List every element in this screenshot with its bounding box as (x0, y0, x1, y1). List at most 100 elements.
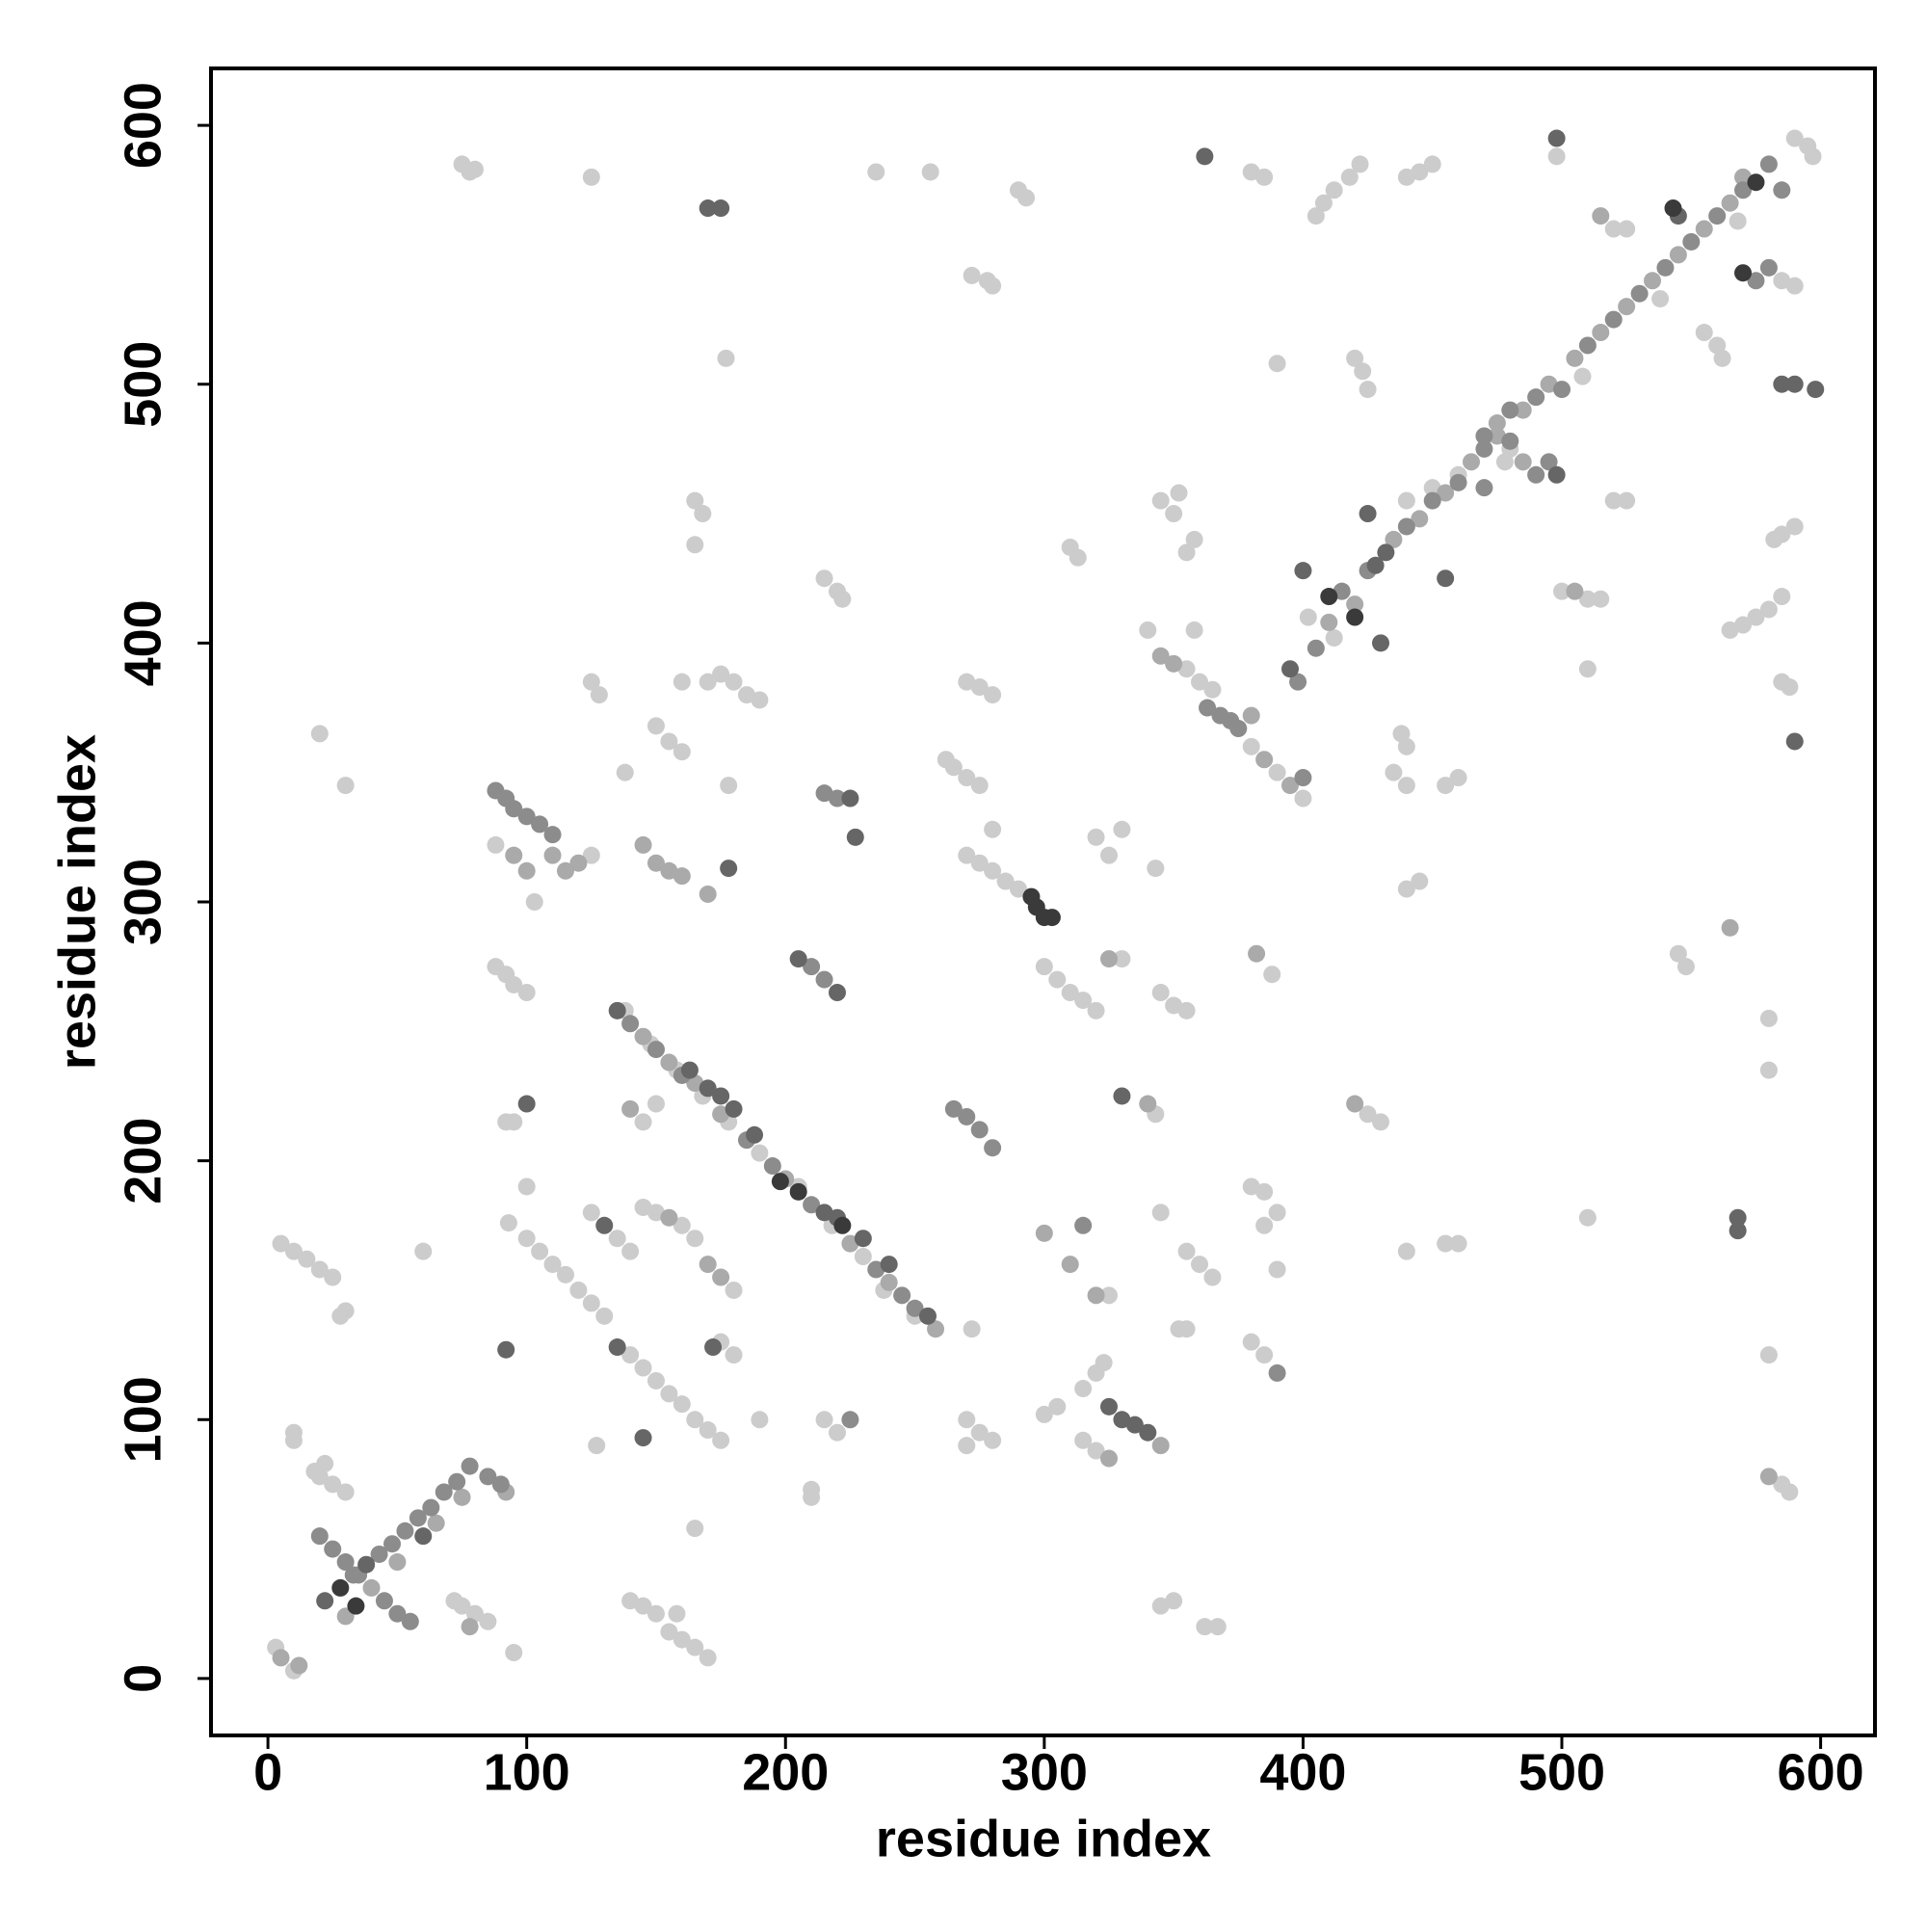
contact-point (746, 1125, 764, 1144)
x-tick-label: 300 (1001, 1743, 1088, 1801)
contact-point (1747, 173, 1765, 192)
contact-point (505, 800, 523, 818)
contact-point (699, 1649, 717, 1667)
contact-point (1437, 1234, 1455, 1253)
contact-point (517, 984, 536, 1002)
contact-point (582, 846, 600, 864)
contact-point (1268, 1260, 1286, 1279)
contact-point (1747, 272, 1765, 290)
contact-point (465, 160, 484, 178)
y-tick-label: 600 (114, 82, 172, 169)
contact-point (427, 1514, 445, 1532)
contact-point (1397, 737, 1415, 755)
x-tick-label: 100 (484, 1743, 570, 1801)
contact-point (1314, 194, 1333, 212)
contact-point (316, 1592, 334, 1610)
contact-point (1729, 1222, 1747, 1240)
contact-point (595, 1216, 614, 1234)
contact-point (841, 789, 859, 807)
contact-point (647, 1041, 665, 1059)
contact-point (1385, 530, 1403, 548)
contact-point (272, 1649, 290, 1667)
contact-point (414, 1527, 433, 1546)
contact-point (1721, 194, 1739, 212)
contact-point (1759, 155, 1778, 173)
contact-point (1242, 1333, 1260, 1351)
contact-point (1734, 616, 1753, 634)
contact-point (660, 1385, 678, 1403)
contact-point (1325, 628, 1343, 647)
contact-point (1340, 168, 1359, 186)
contact-point (958, 1437, 976, 1455)
contact-point (1449, 1234, 1467, 1253)
contact-point (1087, 1286, 1105, 1305)
contact-point (1651, 290, 1670, 308)
contact-point (1372, 1113, 1390, 1131)
contact-point (1242, 737, 1260, 755)
contact-point (1514, 453, 1532, 471)
contact-point (1242, 706, 1260, 725)
contact-point (1255, 1346, 1274, 1364)
contact-point (699, 885, 717, 903)
contact-point (647, 854, 665, 872)
y-axis-label: residue index (48, 734, 106, 1070)
contact-point (984, 1139, 1002, 1157)
contact-point (621, 1015, 640, 1033)
contact-point (1785, 517, 1804, 536)
contact-point (1268, 355, 1286, 373)
y-tick-label: 400 (114, 599, 172, 686)
contact-point (1299, 608, 1317, 626)
contact-point (409, 1509, 427, 1527)
contact-point (963, 1320, 981, 1338)
contact-point (569, 1281, 588, 1299)
contact-point (1351, 155, 1369, 173)
contact-point (479, 1468, 497, 1486)
contact-point (846, 828, 864, 846)
contact-point (1372, 634, 1390, 652)
contact-point (1035, 958, 1053, 976)
contact-point (1095, 1354, 1113, 1372)
contact-point (1514, 401, 1532, 419)
contact-point (1734, 264, 1753, 282)
contact-point (1475, 439, 1493, 458)
contact-point (1208, 1618, 1227, 1636)
contact-point (1320, 613, 1338, 631)
contact-point (1255, 168, 1274, 186)
contact-point (1151, 1437, 1170, 1455)
contact-point (324, 1475, 342, 1494)
contact-point (422, 1498, 440, 1517)
contact-point (673, 1216, 691, 1234)
contact-point (616, 763, 634, 781)
contact-point (970, 678, 989, 697)
contact-point (1604, 491, 1623, 510)
contact-point (1113, 820, 1131, 838)
contact-point (1035, 1405, 1053, 1423)
contact-point (505, 975, 523, 993)
contact-point (803, 958, 821, 976)
contact-point (1255, 1182, 1274, 1201)
contact-point (725, 1346, 743, 1364)
contact-point (1527, 465, 1545, 484)
contact-point (828, 789, 846, 807)
contact-point (712, 1268, 730, 1286)
contact-point (1773, 588, 1791, 606)
contact-point (634, 1359, 652, 1377)
contact-point (1664, 199, 1682, 218)
contact-point (803, 1196, 821, 1214)
contact-point (1781, 678, 1799, 697)
contact-point (336, 1553, 355, 1572)
contact-point (725, 673, 743, 691)
contact-point (1669, 944, 1687, 963)
contact-point (996, 872, 1015, 890)
contact-point (1578, 1208, 1597, 1227)
contact-point (660, 1053, 678, 1072)
contact-point (556, 1265, 574, 1284)
contact-point (712, 1431, 730, 1449)
contact-point (1177, 1242, 1196, 1260)
contact-point (944, 1099, 963, 1118)
contact-point (1573, 367, 1592, 385)
contact-point (1139, 1423, 1157, 1442)
contact-point (1199, 699, 1217, 717)
contact-point (854, 1230, 872, 1248)
contact-point (517, 861, 536, 880)
